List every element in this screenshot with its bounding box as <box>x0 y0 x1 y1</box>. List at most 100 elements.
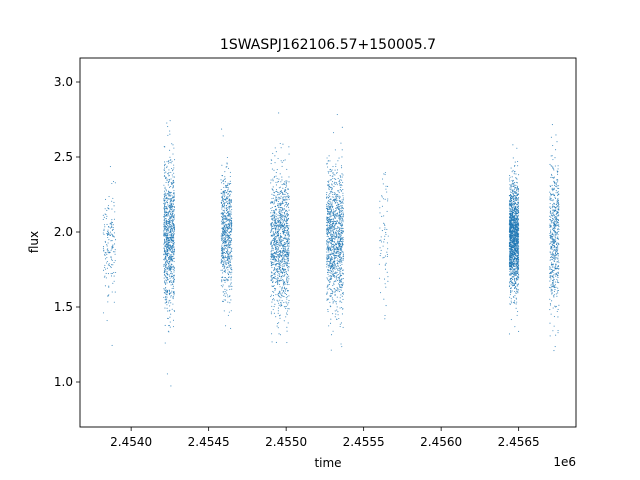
data-point <box>335 289 337 291</box>
data-point <box>224 237 226 239</box>
data-point <box>278 275 280 277</box>
data-point <box>166 193 168 195</box>
data-point <box>168 211 170 213</box>
data-point <box>331 191 334 193</box>
data-point <box>275 175 277 177</box>
data-point <box>168 219 170 221</box>
data-point <box>224 247 227 249</box>
data-point <box>223 205 226 207</box>
data-point <box>278 254 280 256</box>
data-point <box>113 280 115 282</box>
data-point <box>337 269 339 271</box>
data-point <box>172 298 174 300</box>
data-point <box>170 226 172 228</box>
data-point <box>332 212 334 214</box>
data-point <box>331 238 333 240</box>
data-point <box>333 283 335 286</box>
data-point <box>164 194 166 196</box>
data-point <box>333 228 335 231</box>
data-point <box>272 299 274 301</box>
data-point <box>286 302 288 304</box>
data-point <box>333 193 335 196</box>
data-point <box>342 209 344 212</box>
data-point <box>226 216 228 218</box>
data-point <box>285 289 287 291</box>
data-point <box>165 252 167 254</box>
data-point <box>171 237 173 239</box>
data-point <box>271 215 274 217</box>
data-point <box>275 316 277 318</box>
data-point <box>271 221 273 224</box>
data-point <box>169 200 171 202</box>
data-point <box>171 167 173 170</box>
data-point <box>509 290 512 292</box>
data-point <box>167 245 169 247</box>
data-point <box>517 275 519 277</box>
data-point <box>340 227 342 229</box>
data-point <box>276 260 278 262</box>
data-point <box>273 237 275 240</box>
data-point <box>169 219 171 221</box>
data-point <box>280 236 282 239</box>
data-point <box>169 234 171 236</box>
data-point <box>170 265 172 267</box>
data-point <box>335 303 337 305</box>
data-point <box>284 204 286 206</box>
data-point <box>515 298 517 300</box>
data-point <box>170 213 172 215</box>
data-point <box>515 243 517 245</box>
data-point <box>328 185 330 187</box>
data-point <box>337 249 339 251</box>
data-point <box>510 274 512 276</box>
data-point <box>335 256 337 258</box>
data-point <box>327 309 329 311</box>
data-point <box>114 182 116 184</box>
data-point <box>283 320 285 322</box>
data-point <box>381 195 383 197</box>
data-point <box>112 282 114 284</box>
data-point <box>165 210 167 212</box>
data-point <box>332 261 334 263</box>
data-point <box>286 251 288 253</box>
data-point <box>332 205 334 208</box>
data-point <box>331 334 333 336</box>
data-point <box>273 242 275 244</box>
data-point <box>341 346 343 348</box>
data-point <box>515 275 517 277</box>
data-point <box>337 279 339 281</box>
data-point <box>342 292 344 294</box>
data-point <box>326 261 328 263</box>
data-point <box>172 220 174 222</box>
data-point <box>168 253 170 255</box>
data-point <box>338 227 340 229</box>
data-point <box>340 322 342 324</box>
data-point <box>170 195 172 197</box>
data-point <box>102 218 104 220</box>
data-point <box>164 203 166 205</box>
data-point <box>168 162 170 164</box>
data-point <box>169 267 171 269</box>
data-point <box>329 246 331 248</box>
data-point <box>226 280 228 282</box>
data-point <box>285 249 287 251</box>
data-point <box>270 179 272 181</box>
data-point <box>168 191 170 193</box>
data-point <box>327 310 329 313</box>
data-point <box>173 233 176 235</box>
data-point <box>326 293 328 295</box>
data-point <box>328 232 330 234</box>
data-point <box>287 193 289 195</box>
data-point <box>223 183 225 185</box>
data-point <box>334 290 336 292</box>
data-point <box>173 218 175 220</box>
data-point <box>278 271 280 273</box>
data-point <box>173 248 176 251</box>
data-point <box>170 209 172 211</box>
data-point <box>279 296 281 298</box>
data-point <box>273 284 275 287</box>
data-point <box>228 223 230 225</box>
data-point <box>336 229 338 232</box>
data-point <box>335 194 337 196</box>
data-point <box>332 226 334 228</box>
data-point <box>165 189 167 191</box>
